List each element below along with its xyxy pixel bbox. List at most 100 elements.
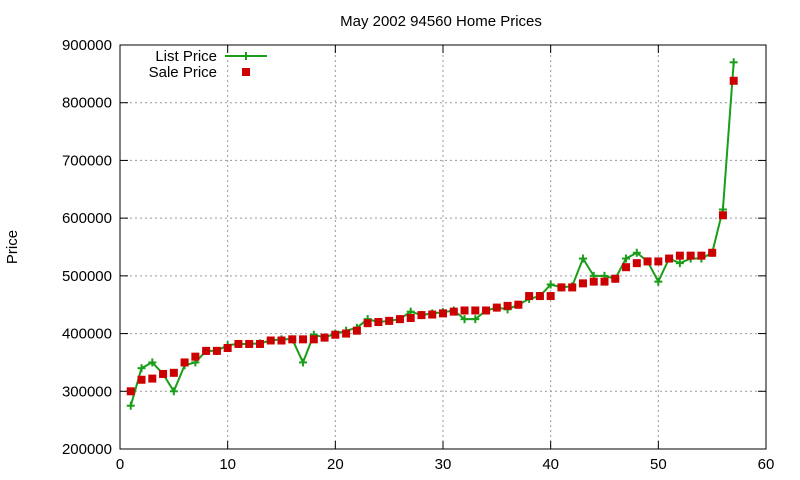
- y-axis-label: Price: [4, 230, 21, 264]
- y-tick-label: 400000: [62, 326, 112, 343]
- x-tick-label: 10: [219, 456, 236, 473]
- grid: [120, 45, 766, 449]
- sale-price-point: [697, 251, 706, 260]
- list-price-point: [632, 248, 641, 257]
- y-tick-label: 700000: [62, 152, 112, 169]
- sale-price-point: [395, 315, 404, 324]
- y-tick-label: 900000: [62, 37, 112, 54]
- sale-price-point: [180, 358, 189, 367]
- legend: List Price Sale Price: [149, 48, 267, 81]
- sale-price-point: [331, 330, 340, 339]
- sale-price-point: [675, 251, 684, 260]
- sale-price-point: [643, 257, 652, 266]
- x-tick-label: 50: [650, 456, 667, 473]
- list-price-point: [675, 259, 684, 268]
- y-tick-label: 500000: [62, 268, 112, 285]
- sale-price-point: [202, 346, 211, 355]
- sale-price-point: [234, 339, 243, 348]
- list-price-point: [654, 277, 663, 286]
- sale-price-point: [525, 292, 534, 301]
- sale-price-point: [535, 292, 544, 301]
- sale-price-point: [126, 387, 135, 396]
- list-price-point: [471, 315, 480, 324]
- x-tick-label: 20: [327, 456, 344, 473]
- sale-price-point: [611, 274, 620, 283]
- sale-price-point: [352, 326, 361, 335]
- list-price-point: [622, 254, 631, 263]
- list-price-point: [729, 58, 738, 67]
- list-price-point: [169, 387, 178, 396]
- sale-price-point: [320, 333, 329, 342]
- sale-price-point: [718, 211, 727, 220]
- x-tick-label: 60: [758, 456, 775, 473]
- sale-price-point: [299, 335, 308, 344]
- sale-price-point: [148, 374, 157, 383]
- sale-price-point: [159, 369, 168, 378]
- sale-price-point: [277, 336, 286, 345]
- sale-price-point: [654, 257, 663, 266]
- sale-price-point: [309, 335, 318, 344]
- sale-price-point: [169, 368, 178, 377]
- chart-title: May 2002 94560 Home Prices: [340, 13, 542, 30]
- list-price-point: [546, 280, 555, 289]
- sale-price-point: [137, 375, 146, 384]
- sale-price-point: [568, 283, 577, 292]
- sale-price-point: [417, 311, 426, 320]
- sale-price-point: [632, 259, 641, 268]
- sale-price-point: [622, 263, 631, 272]
- x-tick-label: 30: [435, 456, 452, 473]
- sale-price-point: [245, 339, 254, 348]
- x-axis: 0 10 20 30 40 50 60: [116, 456, 775, 473]
- list-price-point: [299, 358, 308, 367]
- legend-swatch-list-price: [225, 52, 267, 60]
- sale-price-point: [589, 277, 598, 286]
- sale-price-point: [482, 306, 491, 315]
- sale-price-point: [374, 318, 383, 327]
- legend-label-list-price: List Price: [155, 48, 217, 65]
- list-price-line: [129, 62, 735, 406]
- sale-price-point: [385, 316, 394, 325]
- legend-list-marker: [242, 52, 250, 60]
- sale-price-point: [342, 329, 351, 338]
- sale-price-point: [266, 336, 275, 345]
- axis-ticks: [119, 44, 767, 450]
- y-tick-label: 300000: [62, 383, 112, 400]
- sale-price-point: [255, 339, 264, 348]
- sale-price-point: [665, 254, 674, 263]
- list-price-point: [137, 364, 146, 373]
- sale-price-point: [503, 301, 512, 310]
- sale-price-point: [557, 283, 566, 292]
- sale-price-point: [428, 310, 437, 319]
- y-tick-label: 200000: [62, 441, 112, 458]
- list-price-point: [578, 254, 587, 263]
- sale-price-point: [546, 292, 555, 301]
- sale-price-point: [686, 251, 695, 260]
- sale-price-point: [729, 76, 738, 85]
- sale-price-point: [471, 306, 480, 315]
- legend-sale-marker: [242, 68, 250, 76]
- sale-price-point: [578, 279, 587, 288]
- list-price-point: [148, 358, 157, 367]
- y-axis: 200000 300000 400000 500000 600000 700000 8000…: [62, 37, 112, 458]
- series-sale-price: [126, 76, 738, 396]
- legend-swatch-sale-price: [242, 68, 250, 76]
- sale-price-point: [288, 335, 297, 344]
- sale-price-point: [363, 319, 372, 328]
- sale-price-point: [460, 306, 469, 315]
- x-tick-label: 0: [116, 456, 124, 473]
- y-tick-label: 800000: [62, 95, 112, 112]
- sale-price-point: [406, 313, 415, 322]
- series-list-price: [126, 58, 738, 410]
- sale-price-point: [223, 344, 232, 352]
- series: [126, 58, 738, 410]
- sale-price-point: [514, 300, 523, 309]
- sale-price-point: [439, 309, 447, 318]
- sale-price-point: [449, 307, 458, 316]
- sale-price-point: [492, 303, 501, 312]
- list-price-point: [460, 315, 469, 324]
- y-tick-label: 600000: [62, 210, 112, 227]
- sale-price-point: [191, 352, 200, 361]
- sale-price-point: [708, 248, 717, 257]
- legend-label-sale-price: Sale Price: [149, 64, 217, 81]
